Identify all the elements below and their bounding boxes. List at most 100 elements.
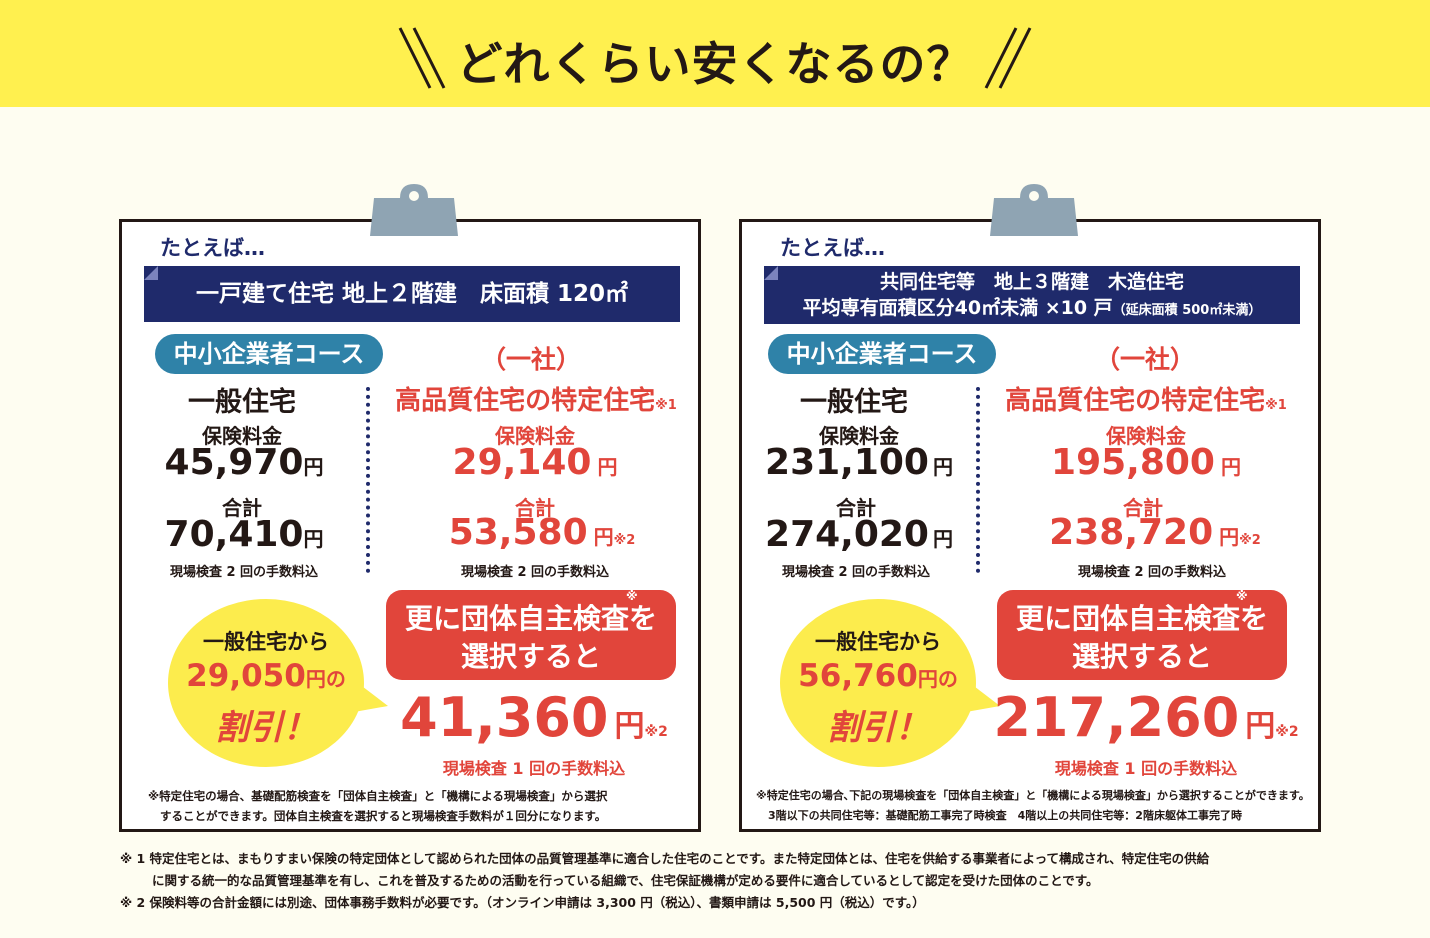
bubble-tail-decor (354, 680, 388, 712)
footnote-2: ※ 2 保険料等の合計金額には別途、団体事務手数料が必要です。（オンライン申請は… (120, 895, 925, 910)
self-inspection-option-box: 更に団体自主検査を 選択すると (997, 590, 1287, 680)
discount-amount: 56,760円の (798, 658, 958, 694)
special-total: 53,580 円※2 (449, 512, 636, 553)
course-badge: 中小企業者コース (155, 334, 383, 374)
card-note-line1: ※特定住宅の場合、基礎配筋検査を「団体自主検査」と「機構による現場検査」から選択 (148, 789, 608, 803)
course-badge: 中小企業者コース (768, 334, 996, 374)
option-amount-mark: ※2 (1275, 724, 1299, 740)
special-inspection-note: 現場検査 2 回の手数料込 (460, 565, 610, 580)
general-premium: 231,100 円 (765, 442, 953, 483)
bubble-tail-decor (966, 680, 1000, 712)
option-amount-yen: 円 (1245, 709, 1276, 744)
special-house-heading: 高品質住宅の特定住宅※1 (395, 380, 677, 417)
card-note-line1: ※特定住宅の場合､下記の現場検査を「団体自主検査」と「機構による現場検査」から選… (756, 789, 1310, 802)
general-premium-value: 45,970 (164, 442, 304, 483)
clipboard-clip-icon (990, 184, 1078, 236)
special-premium-label: 保険料金 (1106, 424, 1186, 448)
house-spec-header: 一戸建て住宅 地上２階建 床面積 120㎡ (144, 266, 680, 322)
option-inspection-note: 現場検査 1 回の手数料込 (1054, 759, 1238, 778)
discount-amount: 29,050円の (186, 658, 346, 694)
footnote-1: ※ 1 特定住宅とは、まもりすまい保険の特定団体として認められた団体の品質管理基… (120, 851, 1210, 866)
discount-bubble (780, 599, 976, 767)
option-amount: 217,260 円※2 (993, 686, 1298, 749)
card-note-line2: することができます。団体自主検査を選択すると現場検査手数料が１回分になります。 (160, 809, 607, 823)
special-org-label: （一社） (480, 345, 582, 374)
example-label: たとえば… (780, 236, 885, 260)
double-slash-right-icon (984, 27, 1032, 89)
special-total: 238,720 円※2 (1049, 512, 1261, 553)
special-total-mark: ※2 (1239, 533, 1261, 548)
special-total-yen: 円 (593, 525, 614, 549)
special-premium: 29,140 円 (453, 442, 618, 483)
special-house-title: 高品質住宅の特定住宅 (1005, 386, 1266, 416)
discount-amount-value: 56,760 (798, 658, 918, 694)
general-premium-label: 保険料金 (202, 424, 282, 448)
example-label: たとえば… (160, 236, 265, 260)
self-inspection-option-box: 更に団体自主検査を 選択すると (386, 590, 676, 680)
option-inspection-note: 現場検査 1 回の手数料込 (442, 759, 626, 778)
special-house-heading: 高品質住宅の特定住宅※1 (1005, 380, 1287, 417)
discount-amount-value: 29,050 (186, 658, 306, 694)
special-premium-label: 保険料金 (495, 424, 575, 448)
discount-amount-unit: 円の (305, 667, 346, 691)
special-total-label: 合計 (515, 496, 555, 520)
general-premium-value: 231,100 (765, 442, 929, 483)
special-total-label: 合計 (1123, 496, 1163, 520)
clipboard-clip-icon (370, 184, 458, 236)
double-slash-left-icon (398, 27, 446, 89)
discount-label: 割引！ (215, 708, 317, 748)
apartment-spec-floor-area: （延床面積 500㎡未満） (1112, 303, 1262, 318)
special-premium-value: 29,140 (452, 442, 592, 483)
option-amount-value: 217,260 (993, 686, 1240, 749)
general-premium-label: 保険料金 (819, 424, 899, 448)
option-amount-mark: ※2 (644, 724, 668, 740)
general-total-yen: 円 (932, 527, 953, 551)
discount-from-label: 一般住宅から (203, 630, 329, 654)
option-amount: 41,360 円※2 (400, 686, 668, 749)
footnote-1-cont: に関する統一的な品質管理基準を有し、これを普及するための活動を行っている組織で、… (152, 873, 1099, 888)
option-mark: ※ (626, 589, 638, 603)
special-house-mark: ※1 (1265, 398, 1287, 413)
special-total-value: 53,580 (448, 512, 588, 553)
header-fold-decor (764, 266, 778, 280)
general-premium-yen: 円 (932, 455, 953, 479)
option-amount-value: 41,360 (400, 686, 609, 749)
column-divider (366, 387, 370, 573)
special-org-label: （一社） (1094, 345, 1196, 374)
card-note: ※特定住宅の場合､下記の現場検査を「団体自主検査」と「機構による現場検査」から選… (756, 786, 1310, 826)
option-line2: 選択すると (1071, 640, 1212, 673)
general-inspection-note: 現場検査 2 回の手数料込 (781, 565, 931, 580)
title-banner: どれくらい安くなるの？ (0, 0, 1430, 107)
general-total: 70,410円 (165, 514, 324, 555)
general-total: 274,020 円 (765, 514, 953, 555)
apartment-spec-line1: 共同住宅等 地上３階建 木造住宅 (879, 271, 1184, 293)
option-line1: 更に団体自主検査を (404, 602, 657, 635)
apartment-spec-line2: 平均専有面積区分40㎡未満 ×10 戸（延床面積 500㎡未満） (764, 295, 1300, 324)
special-total-yen: 円 (1219, 525, 1240, 549)
example-card-detached-house: たとえば… 一戸建て住宅 地上２階建 床面積 120㎡ 中小企業者コース 一般住… (119, 184, 701, 832)
special-premium-value: 195,800 (1051, 442, 1215, 483)
page-title: どれくらい安くなるの？ (456, 37, 974, 91)
discount-label: 割引！ (827, 708, 929, 748)
general-total-value: 70,410 (164, 514, 304, 555)
general-inspection-note: 現場検査 2 回の手数料込 (169, 565, 319, 580)
special-premium: 195,800 円 (1051, 442, 1241, 483)
special-inspection-note: 現場検査 2 回の手数料込 (1077, 565, 1227, 580)
general-total-value: 274,020 (765, 514, 929, 555)
special-premium-yen: 円 (1220, 455, 1241, 479)
general-premium: 45,970円 (165, 442, 324, 483)
apartment-spec-header: 共同住宅等 地上３階建 木造住宅 平均専有面積区分40㎡未満 ×10 戸（延床面… (764, 266, 1300, 324)
special-total-mark: ※2 (613, 533, 636, 548)
card-note: ※特定住宅の場合、基礎配筋検査を「団体自主検査」と「機構による現場検査」から選択… (148, 786, 607, 826)
option-amount-yen: 円 (614, 709, 645, 744)
card-note-line2: 3階以下の共同住宅等：基礎配筋工事完了時検査 4階以上の共同住宅等：2階床躯体工… (768, 809, 1242, 822)
special-house-mark: ※1 (655, 398, 677, 413)
house-spec-line: 一戸建て住宅 地上２階建 床面積 120㎡ (195, 281, 629, 307)
example-card-apartment: たとえば… 共同住宅等 地上３階建 木造住宅 平均専有面積区分40㎡未満 ×10… (739, 184, 1321, 832)
option-line1: 更に団体自主検査を (1015, 602, 1268, 635)
special-house-title: 高品質住宅の特定住宅 (395, 386, 656, 416)
general-total-yen: 円 (303, 527, 324, 551)
discount-from-label: 一般住宅から (815, 630, 941, 654)
discount-amount-unit: 円の (917, 667, 958, 691)
option-mark: ※ (1236, 589, 1248, 603)
